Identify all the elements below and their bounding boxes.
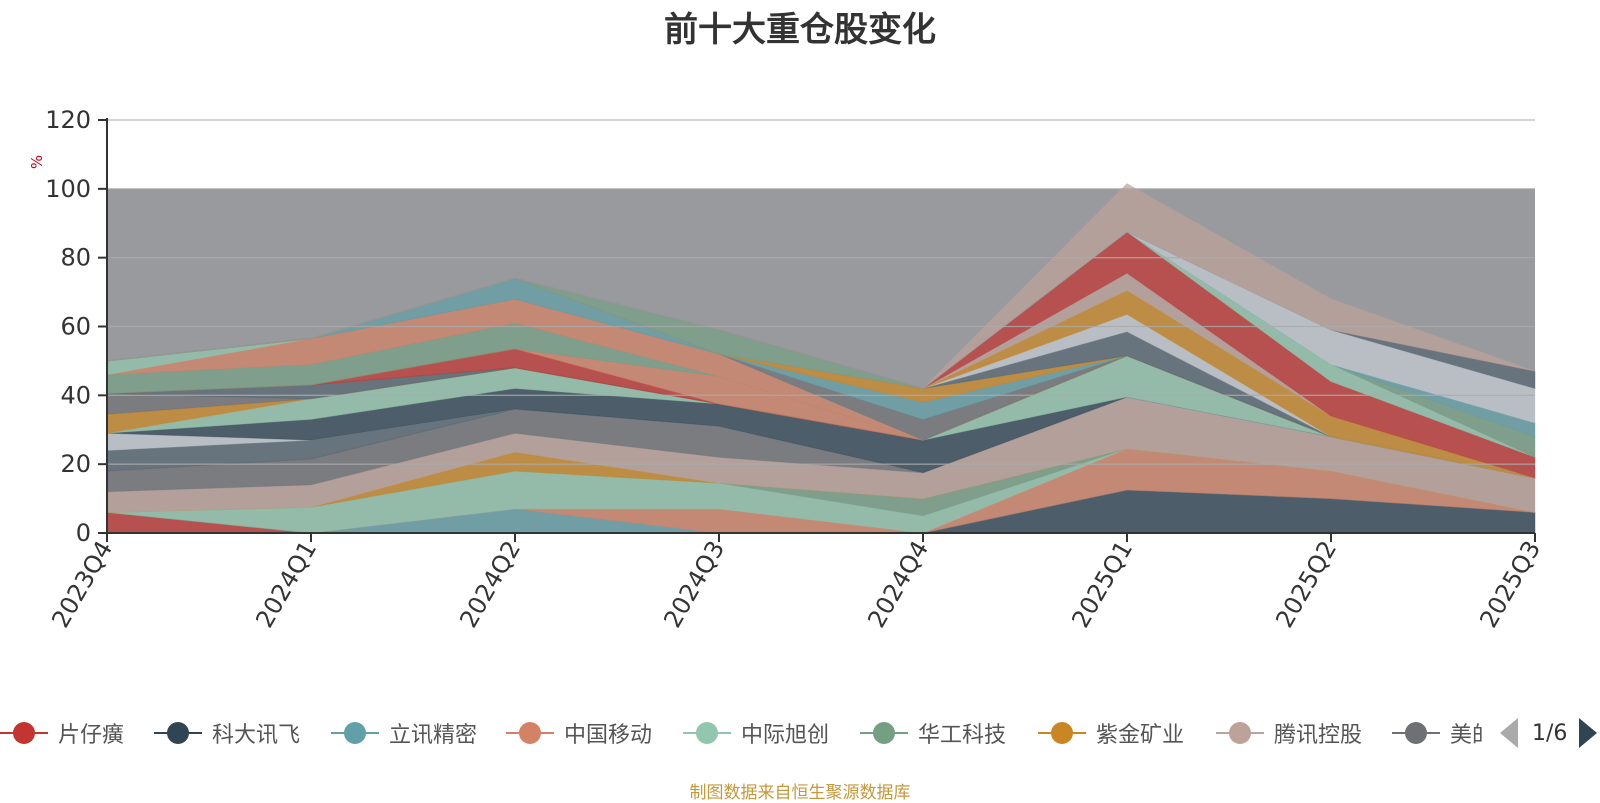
legend-dot xyxy=(696,722,718,744)
y-tick-label: 100 xyxy=(45,175,91,203)
y-tick-label: 60 xyxy=(60,313,91,341)
x-tick-label: 2023Q4 xyxy=(46,536,118,632)
legend-item[interactable]: 片仔癀 xyxy=(0,716,124,750)
y-tick-label: 80 xyxy=(60,244,91,272)
legend-symbol-icon xyxy=(0,716,48,750)
legend-label: 美的集团 xyxy=(1450,723,1482,748)
legend: 片仔癀 科大讯飞 立讯精密 中国移动 中际旭创 华工科技 紫金矿业 腾讯控股 美的集团 1/6 xyxy=(0,716,1600,752)
legend-symbol-icon xyxy=(1392,716,1440,750)
legend-dot xyxy=(1229,722,1251,744)
legend-label: 片仔癀 xyxy=(58,723,125,748)
legend-item[interactable]: 中国移动 xyxy=(506,716,652,750)
x-tick-label: 2025Q1 xyxy=(1066,536,1138,632)
y-axis-label: % xyxy=(28,155,46,169)
legend-items-container: 片仔癀 科大讯飞 立讯精密 中国移动 中际旭创 华工科技 紫金矿业 腾讯控股 美的集团 xyxy=(0,716,1482,752)
legend-label: 华工科技 xyxy=(918,723,1007,748)
series-area-31 xyxy=(106,231,1536,459)
legend-dot xyxy=(1405,722,1427,744)
legend-item[interactable]: 立讯精密 xyxy=(331,716,477,750)
legend-pager: 1/6 xyxy=(1500,716,1598,750)
series-area-35 xyxy=(106,183,1536,390)
legend-prev-page-icon[interactable] xyxy=(1500,718,1518,748)
legend-symbol-icon xyxy=(860,716,908,750)
x-tick-label: 2025Q3 xyxy=(1474,536,1546,632)
y-tick-label: 0 xyxy=(76,519,91,547)
legend-label: 立讯精密 xyxy=(389,723,478,748)
legend-label: 紫金矿业 xyxy=(1096,723,1185,748)
legend-item[interactable]: 腾讯控股 xyxy=(1216,716,1362,750)
legend-page-indicator: 1/6 xyxy=(1532,720,1568,746)
legend-item[interactable]: 中际旭创 xyxy=(683,716,829,750)
legend-item[interactable]: 紫金矿业 xyxy=(1038,716,1184,750)
legend-item[interactable]: 华工科技 xyxy=(860,716,1006,750)
x-tick-label: 2025Q2 xyxy=(1270,536,1342,632)
legend-dot xyxy=(873,722,895,744)
legend-symbol-icon xyxy=(1216,716,1264,750)
legend-dot xyxy=(519,722,541,744)
legend-next-page-icon[interactable] xyxy=(1579,718,1598,748)
legend-symbol-icon xyxy=(154,716,202,750)
legend-label: 中国移动 xyxy=(564,723,653,748)
legend-dot xyxy=(13,722,35,744)
chart-title: 前十大重仓股变化 xyxy=(664,10,936,50)
series-area-34 xyxy=(106,231,1536,390)
series-area-33 xyxy=(106,231,1536,424)
legend-dot xyxy=(167,722,189,744)
x-tick-label: 2024Q3 xyxy=(658,536,730,632)
legend-item[interactable]: 科大讯飞 xyxy=(154,716,300,750)
series-area-29 xyxy=(106,231,1536,479)
x-tick-label: 2024Q1 xyxy=(250,536,322,632)
legend-symbol-icon xyxy=(1038,716,1086,750)
legend-label: 科大讯飞 xyxy=(212,723,301,748)
y-tick-label: 40 xyxy=(60,381,91,409)
legend-label: 中际旭创 xyxy=(741,723,830,748)
legend-symbol-icon xyxy=(683,716,731,750)
legend-dot xyxy=(344,722,366,744)
y-tick-label: 120 xyxy=(45,106,91,134)
series-area-32 xyxy=(106,231,1536,438)
legend-label: 腾讯控股 xyxy=(1274,723,1363,748)
y-tick-label: 20 xyxy=(60,450,91,478)
x-tick-label: 2024Q2 xyxy=(454,536,526,632)
legend-symbol-icon xyxy=(331,716,379,750)
legend-symbol-icon xyxy=(506,716,554,750)
legend-item[interactable]: 美的集团 xyxy=(1392,716,1482,750)
legend-dot xyxy=(1051,722,1073,744)
source-note: 制图数据来自恒生聚源数据库 xyxy=(689,783,911,803)
x-tick-label: 2024Q4 xyxy=(862,536,934,632)
